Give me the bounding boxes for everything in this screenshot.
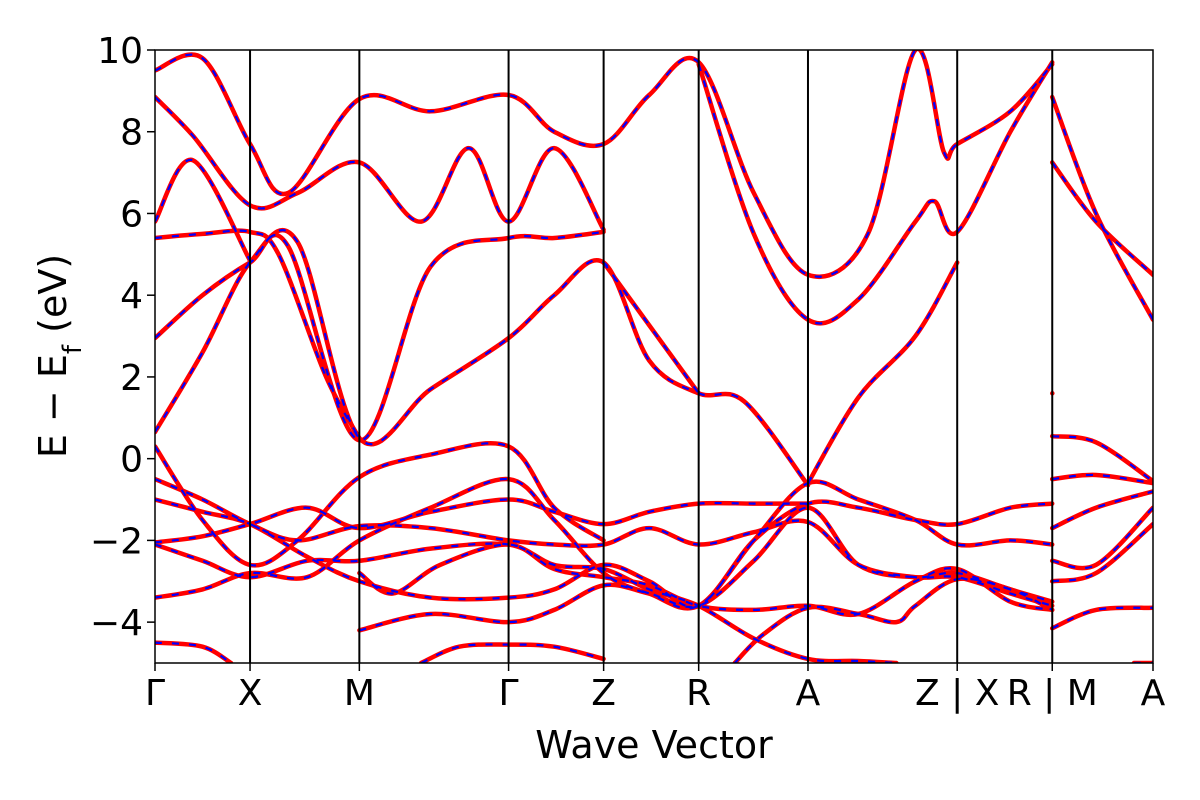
y-tick-label: 2: [120, 358, 143, 399]
band-line-red: [1049, 472, 1153, 486]
x-tick-label: X: [238, 673, 263, 714]
high-symmetry-lines: [249, 50, 1054, 663]
band-line-blue: [358, 543, 1053, 616]
x-tick-label: R: [686, 673, 711, 714]
band-line-red: [1049, 521, 1153, 584]
x-tick-label: Z: [591, 673, 616, 714]
band-line-blue: [1051, 96, 1153, 321]
band-line-red: [155, 228, 362, 441]
band-line-blue: [807, 261, 959, 484]
band-line-red: [155, 157, 253, 263]
y-axis: −4 −2 0 2 4 6 8 10: [90, 31, 155, 644]
x-axis-label: Wave Vector: [535, 723, 773, 767]
x-tick-label: R | M: [1007, 673, 1098, 714]
y-tick-label: 6: [120, 194, 143, 235]
x-tick-label: Γ: [145, 673, 165, 714]
band-line-blue: [1051, 161, 1153, 276]
band-line-blue: [734, 577, 1053, 663]
y-tick-label: 10: [97, 31, 143, 72]
band-line-blue: [155, 159, 251, 262]
band-line-blue: [155, 641, 232, 663]
y-axis-label: E − Ef (eV): [31, 254, 88, 458]
band-line-blue: [359, 506, 1053, 632]
y-tick-label: −2: [90, 521, 143, 562]
band-line-red: [1049, 433, 1153, 484]
band-line-blue: [155, 478, 1053, 607]
band-line-red: [1049, 605, 1153, 631]
x-tick-label: A: [796, 673, 821, 714]
band-line-red: [696, 60, 1055, 326]
y-tick-label: 0: [120, 440, 143, 481]
band-line-red: [1049, 94, 1153, 322]
bands-red-series: [155, 50, 1153, 663]
band-line-blue: [155, 542, 897, 663]
band-line-red: [155, 229, 606, 443]
band-line-red: [155, 227, 811, 488]
band-line-red: [1049, 489, 1153, 531]
band-line-blue: [155, 230, 604, 442]
x-tick-label: Z | X: [915, 673, 999, 714]
band-line-red: [418, 642, 606, 663]
x-tick-label: A: [1141, 673, 1166, 714]
plot-frame: [154, 49, 1154, 664]
band-line-blue: [1051, 606, 1153, 630]
y-tick-label: −4: [90, 603, 143, 644]
band-line-blue: [1051, 506, 1153, 570]
band-line-blue: [155, 477, 1053, 610]
band-line-red: [1049, 160, 1153, 278]
band-line-blue: [1051, 523, 1153, 583]
bands-blue-series: [155, 50, 1153, 663]
x-tick-label: M: [344, 673, 375, 714]
band-line-red: [805, 260, 960, 486]
y-tick-label: 8: [120, 113, 143, 154]
band-line-red: [601, 260, 701, 396]
band-line-blue: [155, 50, 1054, 278]
band-line-blue: [155, 96, 605, 231]
band-line-blue: [155, 229, 361, 439]
y-tick-label: 4: [120, 276, 143, 317]
band-line-blue: [1052, 473, 1153, 485]
band-line-blue: [155, 442, 605, 567]
x-tick-label: Γ: [499, 673, 519, 714]
